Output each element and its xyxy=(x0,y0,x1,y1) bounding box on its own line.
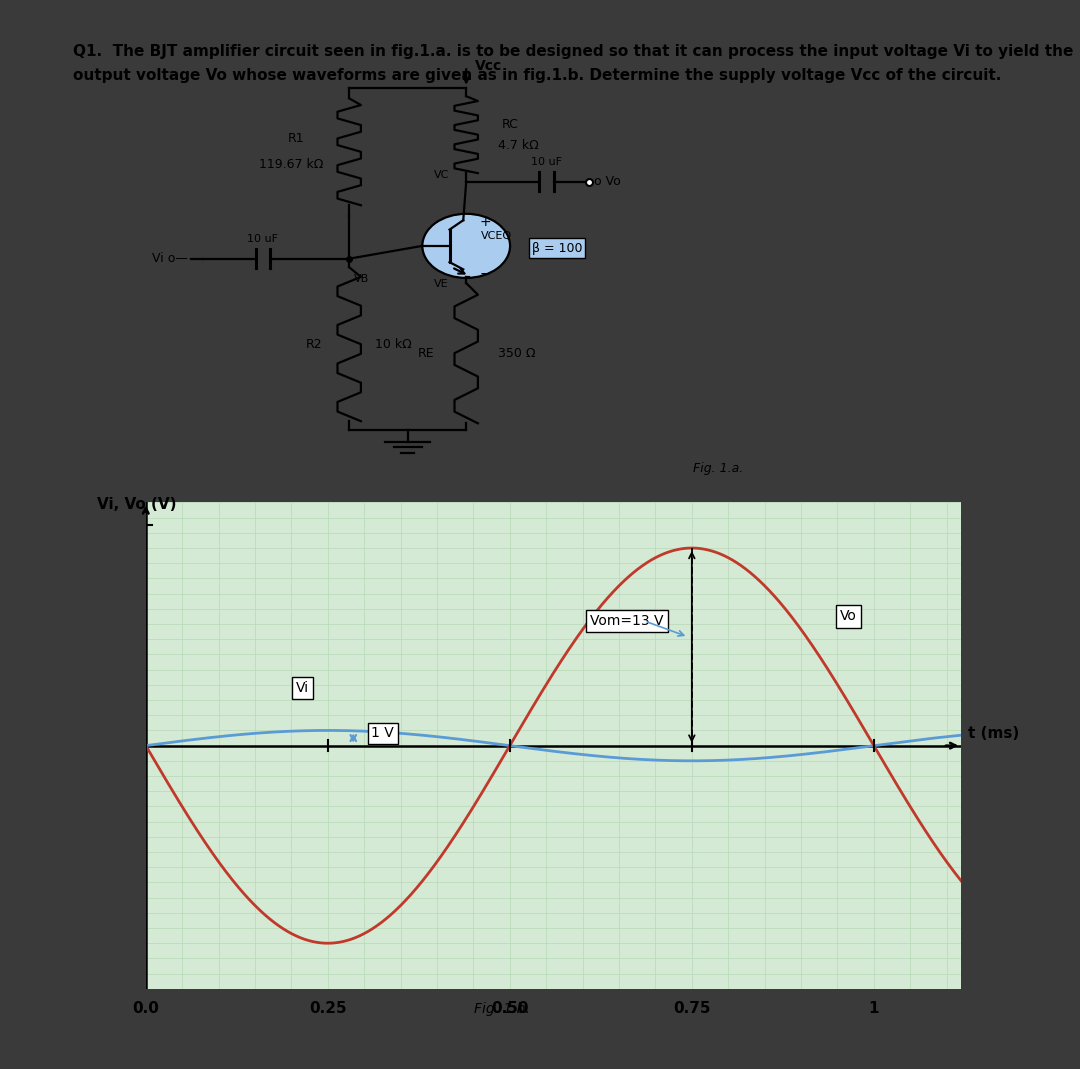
Text: 10 kΩ: 10 kΩ xyxy=(375,338,411,351)
Text: R1: R1 xyxy=(288,133,305,145)
Text: o Vo: o Vo xyxy=(594,175,621,188)
Text: VCEQ: VCEQ xyxy=(481,232,512,242)
Text: Vi o—: Vi o— xyxy=(152,252,188,265)
Text: R2: R2 xyxy=(306,338,323,351)
Text: Vom=13 V: Vom=13 V xyxy=(590,614,663,628)
Text: 10 uF: 10 uF xyxy=(247,234,279,244)
Text: VC: VC xyxy=(434,170,449,180)
Text: 4.7 kΩ: 4.7 kΩ xyxy=(498,139,539,152)
Text: Fig. 1.a.: Fig. 1.a. xyxy=(692,462,743,475)
Text: 0.0: 0.0 xyxy=(133,1001,159,1016)
Text: 10 uF: 10 uF xyxy=(531,157,562,167)
Circle shape xyxy=(422,214,510,278)
Text: 0.75: 0.75 xyxy=(673,1001,711,1016)
Text: RE: RE xyxy=(417,346,434,359)
Text: Vi, Vo (V): Vi, Vo (V) xyxy=(97,497,177,512)
Text: RC: RC xyxy=(501,118,518,130)
Text: 350 Ω: 350 Ω xyxy=(498,346,536,359)
Text: 0.25: 0.25 xyxy=(309,1001,347,1016)
Text: t (ms): t (ms) xyxy=(969,726,1020,741)
Text: output voltage Vo whose waveforms are given as in fig.1.b. Determine the supply : output voltage Vo whose waveforms are gi… xyxy=(73,67,1001,82)
Text: 0.50: 0.50 xyxy=(491,1001,528,1016)
Text: 119.67 kΩ: 119.67 kΩ xyxy=(258,158,323,171)
Text: Vcc: Vcc xyxy=(475,59,502,74)
Text: 1: 1 xyxy=(868,1001,879,1016)
Text: Fig. 1.b.: Fig. 1.b. xyxy=(474,1003,530,1017)
Text: −: − xyxy=(480,266,490,281)
Text: Q1.  The BJT amplifier circuit seen in fig.1.a. is to be designed so that it can: Q1. The BJT amplifier circuit seen in fi… xyxy=(73,44,1074,59)
Text: VE: VE xyxy=(434,279,448,289)
Text: Vo: Vo xyxy=(840,609,856,623)
Text: +: + xyxy=(480,215,490,230)
Text: Vi: Vi xyxy=(296,681,309,695)
Text: VB: VB xyxy=(354,274,369,283)
Text: β = 100: β = 100 xyxy=(531,242,582,254)
Text: 1 V: 1 V xyxy=(372,727,394,741)
